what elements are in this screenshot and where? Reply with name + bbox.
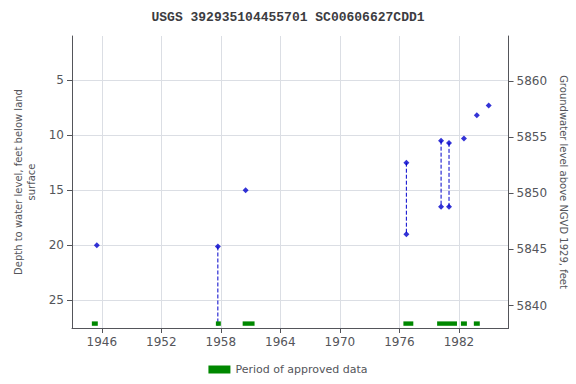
svg-text:Groundwater level above NGVD 1: Groundwater level above NGVD 1929, feet (558, 75, 569, 289)
svg-text:1952: 1952 (146, 335, 177, 349)
svg-text:Depth to water level, feet bel: Depth to water level, feet below land (13, 89, 24, 275)
svg-text:5860: 5860 (517, 74, 548, 88)
svg-text:5850: 5850 (517, 186, 548, 200)
svg-text:10: 10 (49, 128, 64, 142)
svg-text:20: 20 (49, 238, 64, 252)
svg-text:surface: surface (26, 164, 37, 201)
svg-text:1982: 1982 (444, 335, 475, 349)
svg-text:USGS 392935104455701 SC0060662: USGS 392935104455701 SC00606627CDD1 (151, 10, 424, 25)
svg-text:1946: 1946 (86, 335, 117, 349)
svg-text:5: 5 (56, 73, 64, 87)
svg-text:15: 15 (49, 183, 64, 197)
svg-text:1970: 1970 (325, 335, 356, 349)
svg-text:1964: 1964 (265, 335, 296, 349)
svg-text:1976: 1976 (384, 335, 415, 349)
svg-text:5840: 5840 (517, 299, 548, 313)
svg-text:Period of approved data: Period of approved data (235, 363, 367, 376)
svg-text:5845: 5845 (517, 242, 548, 256)
svg-text:5855: 5855 (517, 130, 548, 144)
svg-text:25: 25 (49, 293, 64, 307)
svg-text:1958: 1958 (206, 335, 237, 349)
